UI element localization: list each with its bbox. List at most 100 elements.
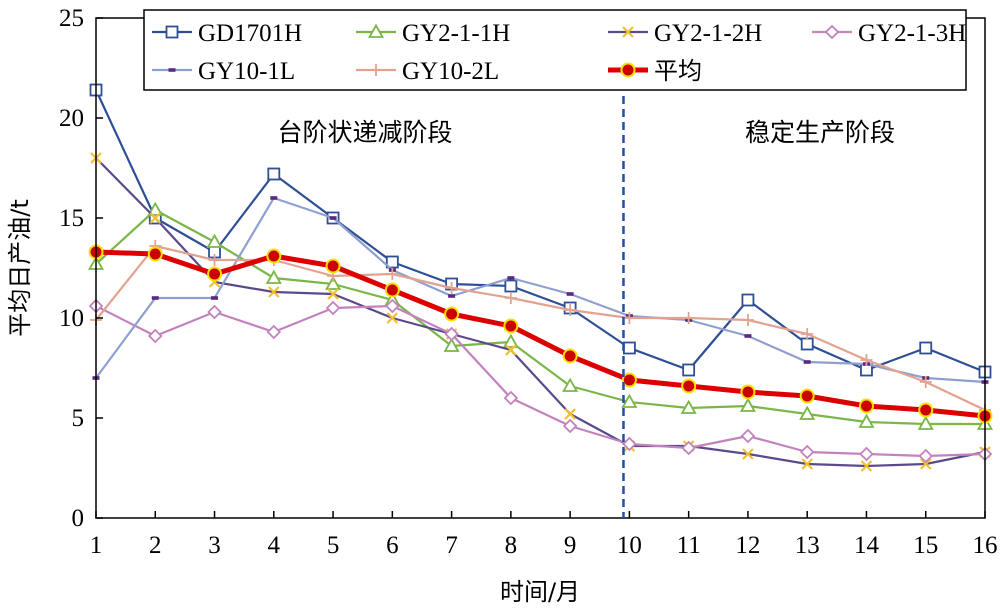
data-point [739,397,756,412]
data-point [858,398,874,414]
data-point [740,384,756,400]
data-point [211,296,219,300]
data-point [444,306,460,322]
series-line [95,249,986,419]
data-point [622,436,637,452]
y-tick-label: 25 [59,5,84,32]
data-point [740,428,756,444]
series-line [95,244,986,411]
y-axis-title: 平均日产油/t [6,199,34,337]
x-tick-label: 12 [735,532,760,559]
data-point [564,408,576,420]
x-tick-label: 10 [617,532,642,559]
series-2 [90,152,991,472]
data-point [386,268,399,280]
data-point [266,324,282,340]
data-point [327,288,339,300]
x-tick-label: 13 [795,532,820,559]
data-point [860,363,873,377]
data-point [682,363,696,377]
legend-label: GY2-1-2H [654,20,762,47]
data-point [266,248,282,264]
y-tick-label: 20 [59,105,84,132]
data-point [860,354,873,366]
data-point [507,276,515,280]
data-point [623,341,636,355]
legend-entry: 平均 [608,57,702,85]
data-point [801,328,814,340]
data-point [207,266,223,282]
data-point [505,344,517,356]
data-point [206,233,223,248]
data-point [385,255,399,269]
data-point [742,448,754,460]
data-point [325,258,341,274]
legend-label: GD1701H [198,20,302,47]
x-tick-label: 2 [149,532,162,559]
legend-label: GY10-1L [198,58,295,85]
x-tick-label: 15 [913,532,938,559]
data-point [682,312,695,324]
data-point [799,444,815,460]
data-point [151,296,159,300]
legend-entry: GY2-1-3H [812,20,966,47]
data-point [741,314,754,326]
x-tick-label: 5 [327,532,340,559]
data-point [799,405,816,420]
x-tick-label: 7 [445,532,458,559]
annotations: 台阶状递减阶段 稳定生产阶段 [277,118,895,147]
series-line [95,157,986,468]
legend: GD1701H GY2-1-1H GY2-1-2H GY2-1-3H GY10-1L GY… [143,9,967,91]
x-axis-title: 时间/月 [500,578,580,606]
data-point [623,312,636,324]
data-point [147,246,163,262]
data-point [384,282,400,298]
data-point [919,341,933,355]
data-point [325,275,342,290]
data-point [918,448,934,464]
series-line [95,196,986,384]
data-point [207,304,222,320]
y-tick-label: 0 [72,505,85,532]
data-point [800,337,814,351]
data-point [445,282,458,294]
x-tick-label: 3 [208,532,221,559]
data-point [620,62,636,78]
data-point [503,390,519,406]
data-point [268,286,280,298]
legend-label: 平均 [654,57,702,85]
x-tick-label: 9 [564,532,577,559]
data-point [621,393,638,408]
data-point [443,337,460,352]
x-tick-label: 16 [973,532,998,559]
x-tick-label: 14 [854,532,880,559]
legend-label: GY10-2L [402,58,499,85]
x-tick-label: 8 [505,532,518,559]
data-point [681,378,697,394]
legend-entry: GY10-2L [356,58,499,85]
data-point [566,292,574,296]
data-point [622,26,634,38]
data-point [270,196,278,200]
data-point [918,402,934,418]
series-6 [88,244,993,424]
y-tick-label: 5 [72,405,85,432]
data-point [744,334,752,338]
data-point [799,388,815,404]
legend-box [143,9,967,91]
legend-entry: GY2-1-2H [608,20,762,47]
annotation-phase-1: 台阶状递减阶段 [277,118,452,147]
data-point [859,446,874,462]
data-point [385,298,400,314]
data-point [386,312,399,324]
data-point [325,300,341,316]
data-point [165,25,179,39]
legend-entry: GY2-1-1H [356,20,510,47]
data-point [267,167,281,181]
data-point [444,326,459,342]
data-point [149,212,162,224]
data-point [504,279,518,293]
legend-label: GY2-1-1H [402,20,510,47]
